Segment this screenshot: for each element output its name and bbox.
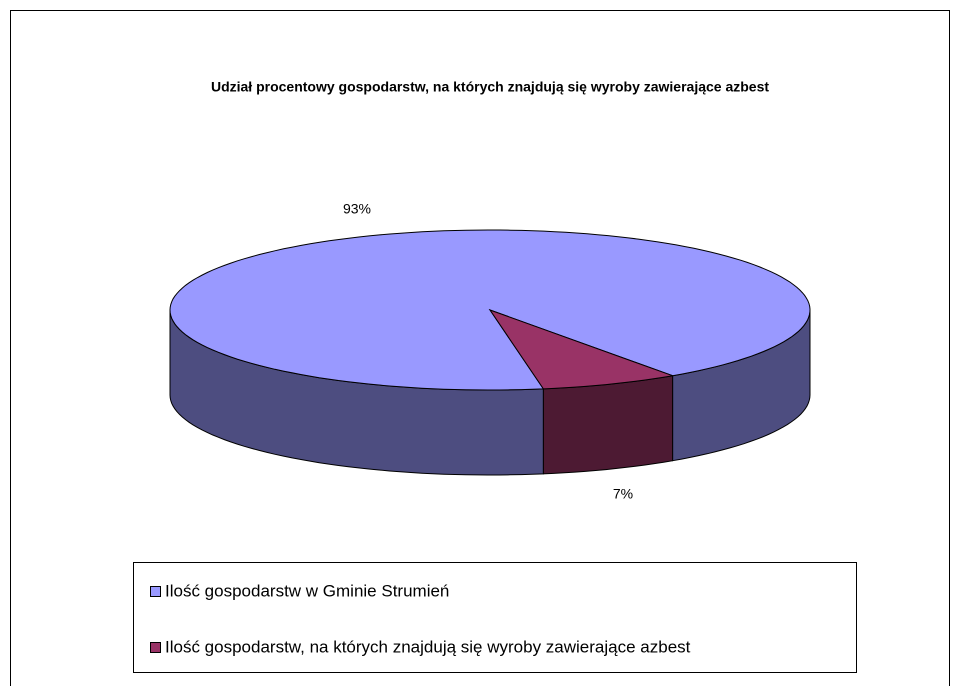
legend-box xyxy=(133,562,857,673)
legend-swatch xyxy=(150,642,161,653)
pie-side xyxy=(542,375,674,475)
pie-slice xyxy=(488,309,675,390)
data-label: 7% xyxy=(613,486,633,502)
data-label: 93% xyxy=(343,201,371,217)
legend-swatch xyxy=(150,586,161,597)
chart-title: Udział procentowy gospodarstw, na któryc… xyxy=(211,79,769,95)
legend-label: Ilość gospodarstw w Gminie Strumień xyxy=(165,581,449,600)
legend-label: Ilość gospodarstw, na których znajdują s… xyxy=(165,637,691,656)
